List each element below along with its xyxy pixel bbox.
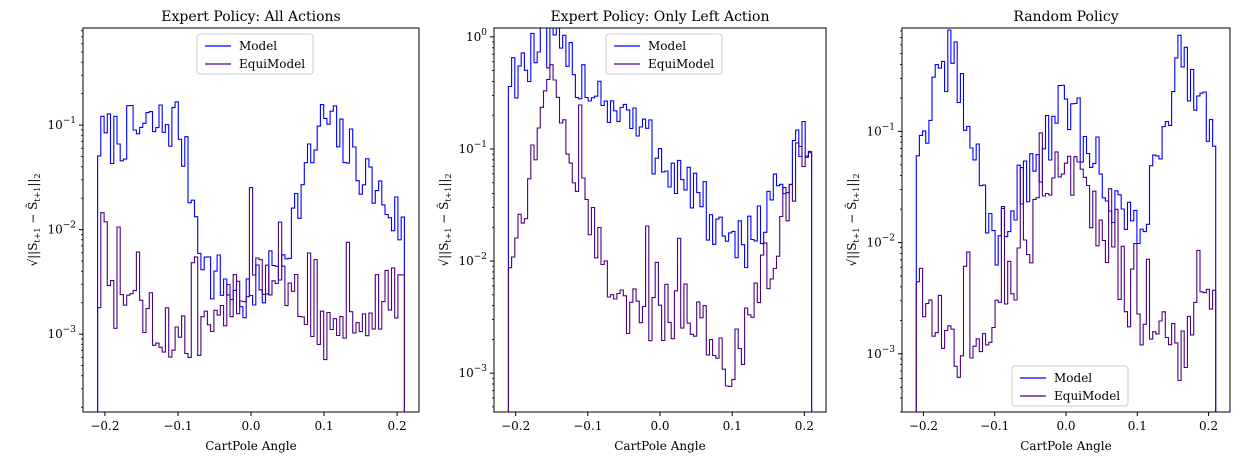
series-model-line xyxy=(97,101,405,412)
legend-label-equimodel: EquiModel xyxy=(1054,389,1120,403)
legend-label-model: Model xyxy=(239,39,277,53)
chart-title: Expert Policy: All Actions xyxy=(161,9,340,25)
y-tick-label: 10−3 xyxy=(47,325,76,341)
series-equimodel-line xyxy=(97,187,405,412)
legend: Model EquiModel xyxy=(1011,365,1129,407)
y-tick-label: 10−3 xyxy=(458,364,487,380)
x-tick-label: −0.2 xyxy=(90,419,119,433)
x-tick-label: −0.1 xyxy=(573,419,602,433)
chart-panel-2: Expert Policy: Only Left Action −0.2 −0.1 0… xyxy=(435,9,827,453)
x-tick-label: 0.1 xyxy=(314,419,333,433)
x-tick-label: −0.1 xyxy=(163,419,192,433)
plot-frame xyxy=(493,27,827,413)
x-tick-label: 0.2 xyxy=(795,419,814,433)
x-axis-label: CartPole Angle xyxy=(205,439,296,453)
legend-label-model: Model xyxy=(648,39,686,53)
legend-label-model: Model xyxy=(1054,371,1092,385)
x-tick-label: 0.1 xyxy=(723,419,742,433)
y-tick-label: 10−2 xyxy=(47,221,76,237)
chart-title: Random Policy xyxy=(1013,9,1118,25)
x-tick-label: 0.2 xyxy=(388,419,407,433)
x-tick-label: 0.0 xyxy=(650,419,669,433)
series-model-line xyxy=(915,29,1217,412)
series-equimodel-line xyxy=(507,64,813,412)
y-axis-label: √||St+1 − Ŝt+1||2 xyxy=(435,173,453,266)
x-tick-label: 0.0 xyxy=(1056,419,1075,433)
y-tick-label: 10−3 xyxy=(866,345,895,361)
series-equimodel-line xyxy=(915,132,1217,412)
y-tick-label: 10−1 xyxy=(47,116,76,132)
x-tick-label: 0.1 xyxy=(1128,419,1147,433)
legend-label-equimodel: EquiModel xyxy=(648,57,714,71)
x-tick-label: 0.0 xyxy=(241,419,260,433)
chart-panel-3: Random Policy −0.2 −0.1 0.0 0.1 0.2 10−3 10−2 10… xyxy=(843,9,1231,453)
x-tick-label: −0.1 xyxy=(980,419,1009,433)
series-model-line xyxy=(507,28,813,412)
legend: Model EquiModel xyxy=(605,33,723,75)
x-tick-label: −0.2 xyxy=(501,419,530,433)
y-axis-label: √||St+1 − Ŝt+1||2 xyxy=(843,173,861,266)
y-tick-label: 100 xyxy=(466,28,487,44)
y-tick-label: 10−1 xyxy=(866,122,895,138)
legend-label-equimodel: EquiModel xyxy=(239,57,305,71)
y-tick-label: 10−1 xyxy=(458,140,487,156)
legend: Model EquiModel xyxy=(196,33,314,75)
chart-title: Expert Policy: Only Left Action xyxy=(551,9,770,25)
x-axis-label: CartPole Angle xyxy=(1020,439,1111,453)
y-tick-label: 10−2 xyxy=(458,252,487,268)
x-tick-label: −0.2 xyxy=(909,419,938,433)
y-axis-label: √||St+1 − Ŝt+1||2 xyxy=(24,173,42,266)
y-tick-label: 10−2 xyxy=(866,234,895,250)
x-axis-label: CartPole Angle xyxy=(614,439,705,453)
x-tick-label: 0.2 xyxy=(1199,419,1218,433)
chart-panel-1: Expert Policy: All Actions −0.2 −0.1 0.0 0.1… xyxy=(24,9,420,453)
plot-frame xyxy=(82,27,420,413)
